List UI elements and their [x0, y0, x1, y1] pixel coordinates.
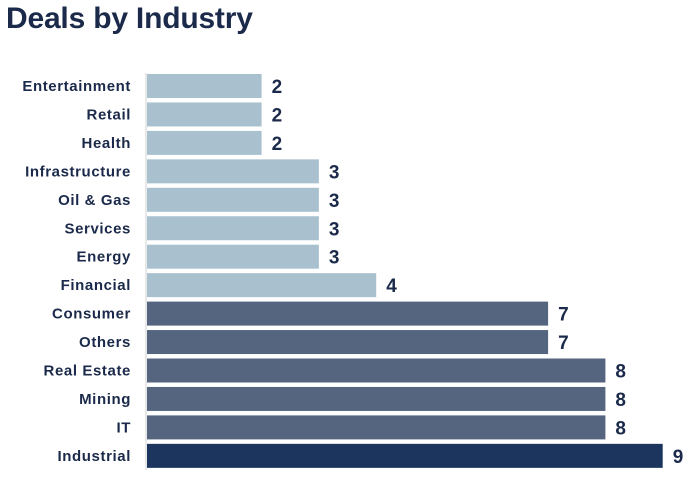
category-label-consumer: Consumer [52, 306, 131, 323]
category-label-real-estate: Real Estate [44, 363, 131, 380]
bar-industrial [147, 443, 663, 468]
value-label-it: 8 [615, 418, 626, 439]
category-label-others: Others [79, 334, 131, 351]
bar-services [147, 216, 319, 241]
bar-mining [147, 386, 606, 411]
value-label-oil-gas: 3 [329, 191, 340, 212]
value-label-others: 7 [558, 333, 569, 354]
value-label-real-estate: 8 [615, 362, 626, 383]
bar-infrastructure [147, 159, 319, 184]
bar-retail [147, 102, 262, 127]
value-label-industrial: 9 [673, 447, 684, 468]
bar-health [147, 130, 262, 155]
value-label-services: 3 [329, 219, 340, 240]
bar-it [147, 415, 606, 440]
value-label-retail: 2 [272, 105, 283, 126]
category-label-oil-gas: Oil & Gas [58, 192, 131, 209]
value-label-financial: 4 [386, 276, 397, 297]
value-label-mining: 8 [615, 390, 626, 411]
category-label-retail: Retail [87, 106, 131, 123]
value-label-energy: 3 [329, 248, 340, 269]
bar-entertainment [147, 74, 262, 98]
value-label-consumer: 7 [558, 305, 569, 326]
category-label-health: Health [82, 135, 131, 152]
bar-energy [147, 244, 319, 269]
category-label-services: Services [64, 220, 131, 237]
bars-group: Entertainment 2 Retail 2 Health 2 Infrastructu… [22, 74, 683, 468]
bar-financial [147, 273, 377, 298]
bar-oil-gas [147, 187, 319, 212]
category-label-industrial: Industrial [57, 448, 131, 465]
category-label-financial: Financial [61, 277, 131, 294]
bar-others [147, 330, 549, 355]
category-label-infrastructure: Infrastructure [25, 163, 131, 180]
bar-consumer [147, 301, 549, 326]
category-label-mining: Mining [79, 391, 131, 408]
value-label-entertainment: 2 [272, 77, 283, 98]
value-label-infrastructure: 3 [329, 162, 340, 183]
chart-title: Deals by Industry [6, 2, 253, 35]
category-label-it: IT [116, 419, 131, 436]
category-label-entertainment: Entertainment [22, 78, 131, 95]
value-label-health: 2 [272, 134, 283, 155]
category-label-energy: Energy [77, 249, 132, 266]
bar-real-estate [147, 358, 606, 383]
